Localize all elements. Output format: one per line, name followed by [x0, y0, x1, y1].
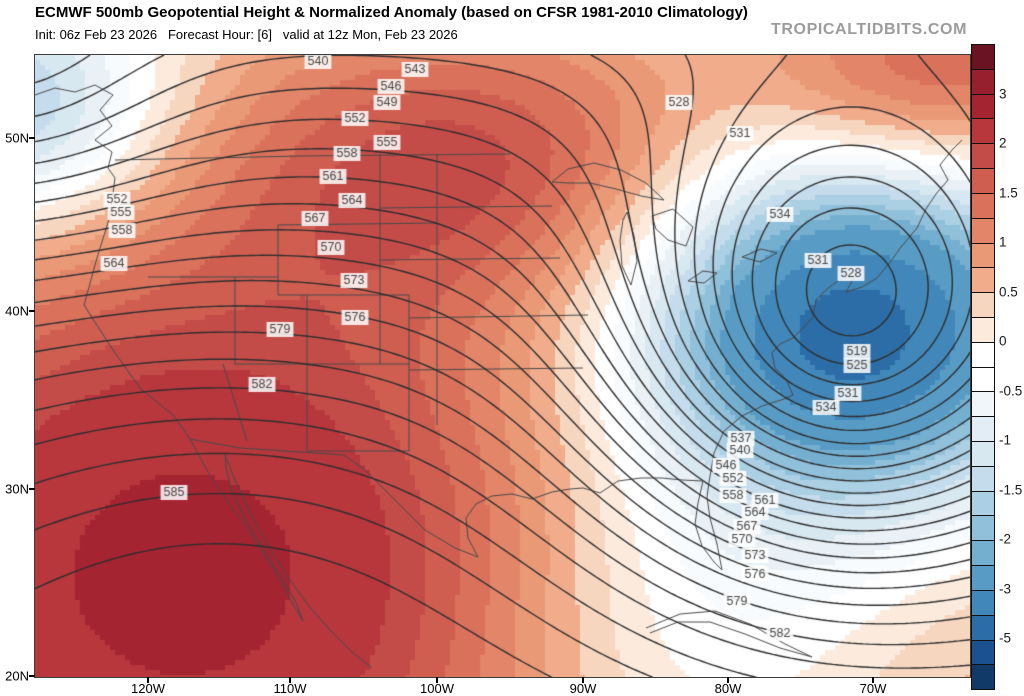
anomaly-colorbar: [971, 44, 995, 690]
colorbar-tick-label: -3: [999, 581, 1012, 597]
colorbar-tick-label: -1.5: [999, 482, 1023, 498]
chart-title: ECMWF 500mb Geopotential Height & Normal…: [35, 4, 748, 21]
colorbar-cell: [972, 466, 994, 492]
colorbar-cell: [972, 45, 994, 70]
lat-tick-label: 30N: [5, 481, 29, 497]
colorbar-tick-label: -5: [999, 630, 1012, 646]
colorbar-cell: [972, 243, 994, 269]
colorbar-cell: [972, 293, 994, 318]
colorbar-cell: [972, 317, 994, 343]
colorbar-cell: [972, 367, 994, 393]
colorbar-cell: [972, 541, 994, 567]
tropicaltidbits-watermark: TROPICALTIDBITS.COM: [771, 21, 967, 38]
lat-tick-label: 20N: [5, 668, 29, 684]
colorbar-cell: [972, 69, 994, 95]
colorbar-tick-label: 1: [999, 234, 1007, 250]
lon-tick-label: 100W: [420, 681, 454, 696]
lon-tick-mark: [147, 677, 149, 683]
colorbar-tick-label: -1: [999, 432, 1012, 448]
colorbar-cell: [972, 342, 994, 368]
colorbar-tick-label: 0.5: [999, 284, 1018, 300]
lat-tick-mark: [29, 488, 35, 490]
lon-tick-mark: [582, 677, 584, 683]
colorbar-tick-label: -0.5: [999, 383, 1023, 399]
colorbar-tick-label: 0: [999, 333, 1007, 349]
lon-tick-label: 120W: [131, 681, 165, 696]
colorbar-cell: [972, 144, 994, 170]
lat-tick-mark: [29, 675, 35, 677]
colorbar-cell: [972, 566, 994, 591]
init-forecast-info: Init: 06z Feb 23 2026 Forecast Hour: [6]…: [35, 27, 458, 42]
colorbar-cell: [972, 516, 994, 542]
lon-tick-mark: [872, 677, 874, 683]
colorbar-cell: [972, 119, 994, 145]
colorbar-tick-label: 1.5: [999, 185, 1018, 201]
lon-tick-label: 70W: [859, 681, 887, 696]
lon-tick-label: 90W: [569, 681, 597, 696]
lat-tick-mark: [29, 137, 35, 139]
lat-tick-label: 40N: [5, 303, 29, 319]
lat-tick-mark: [29, 310, 35, 312]
lon-tick-label: 80W: [714, 681, 742, 696]
lon-tick-label: 110W: [273, 681, 307, 696]
colorbar-cell: [972, 169, 994, 194]
lon-tick-mark: [289, 677, 291, 683]
colorbar-cell: [972, 268, 994, 294]
colorbar-cell: [972, 193, 994, 219]
colorbar-cell: [972, 590, 994, 616]
colorbar-tick-label: -2: [999, 531, 1012, 547]
lon-tick-mark: [436, 677, 438, 683]
colorbar-cell: [972, 392, 994, 418]
colorbar-cell: [972, 491, 994, 517]
colorbar-tick-label: 3: [999, 86, 1007, 102]
lon-tick-mark: [727, 677, 729, 683]
colorbar-tick-label: 2: [999, 135, 1007, 151]
colorbar-cell: [972, 218, 994, 244]
colorbar-cell: [972, 94, 994, 120]
weather-map-canvas: [35, 55, 970, 677]
colorbar-cell: [972, 665, 994, 690]
colorbar-cell: [972, 615, 994, 641]
colorbar-cell: [972, 417, 994, 442]
lat-tick-label: 50N: [5, 130, 29, 146]
colorbar-cell: [972, 640, 994, 666]
colorbar-cell: [972, 442, 994, 467]
